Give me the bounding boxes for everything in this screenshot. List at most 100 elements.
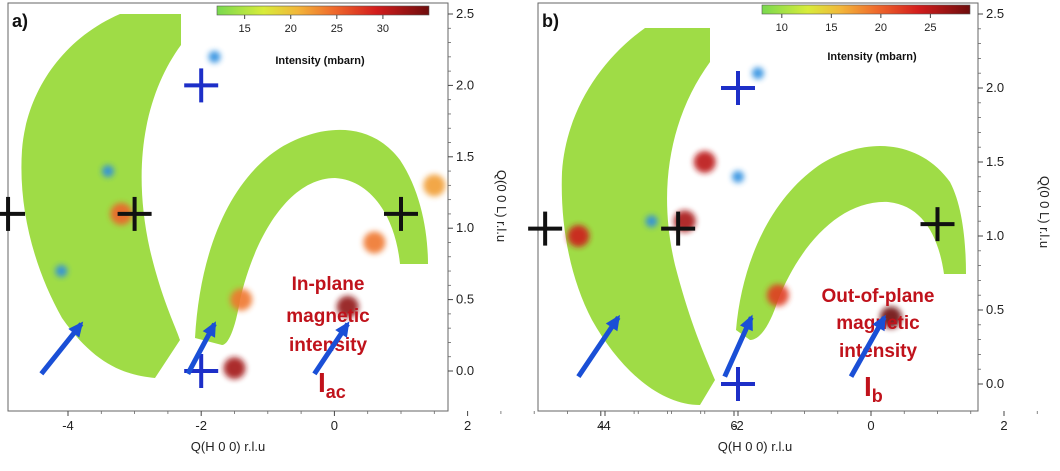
panel-a-x-label: Q(H 0 0) r.l.u bbox=[191, 439, 265, 454]
y-tick-label: 1.0 bbox=[456, 220, 474, 235]
y-tick-label: 2.0 bbox=[986, 80, 1004, 95]
arrow-head bbox=[872, 314, 886, 332]
black-cross bbox=[528, 211, 563, 246]
y-tick-label: 0.0 bbox=[456, 363, 474, 378]
arrow-head bbox=[605, 314, 620, 332]
x-tick-label: -2 bbox=[195, 418, 207, 433]
heat-spot bbox=[766, 284, 789, 307]
x-tick-label: 0 bbox=[331, 418, 338, 433]
heat-spot bbox=[423, 174, 446, 197]
panel-b-left-region bbox=[561, 28, 715, 405]
panel-a-colorbar-ticks: 15 20 25 30 bbox=[239, 15, 389, 35]
x-tick-label: -4 bbox=[599, 418, 611, 433]
heat-spot bbox=[567, 225, 590, 247]
black-cross bbox=[920, 207, 955, 242]
arrow-head bbox=[739, 314, 753, 332]
cold-spot bbox=[732, 170, 744, 183]
heat-spot bbox=[879, 306, 902, 329]
panel-b-colorbar-label: Intensity (mbarn) bbox=[827, 51, 917, 63]
panel-a-left-region bbox=[21, 14, 181, 378]
panel-b-x-axis: -4 -2 0 2 4 6 bbox=[599, 411, 1038, 433]
panel-a-colorbar-label: Intensity (mbarn) bbox=[275, 55, 365, 67]
colorbar-tick-label: 10 bbox=[776, 22, 788, 34]
panel-a-spots bbox=[55, 50, 446, 380]
y-tick-label: 2.0 bbox=[456, 77, 474, 92]
heat-spot bbox=[693, 151, 716, 173]
panel-a-y-axis: 0.0 0.5 1.0 1.5 2.0 2.5 bbox=[448, 6, 474, 378]
panel-b-annotation-line-1: Out-of-plane bbox=[822, 286, 935, 307]
panel-b-x-label: Q(H 0 0) r.l.u bbox=[718, 439, 792, 454]
x-tick-label: -2 bbox=[732, 418, 744, 433]
panel-a-annotation-line-3: intensity bbox=[289, 335, 368, 356]
black-cross bbox=[661, 211, 696, 246]
y-tick-label: 2.5 bbox=[456, 6, 474, 21]
arrow bbox=[848, 314, 887, 378]
panel-a-colorbar-bar bbox=[216, 5, 430, 16]
panel-b-y-axis: 0.0 0.5 1.0 1.5 2.0 2.5 bbox=[978, 6, 1004, 391]
y-tick-label: 1.0 bbox=[986, 228, 1004, 243]
arrow bbox=[39, 321, 84, 376]
x-tick-label: 2 bbox=[464, 418, 471, 433]
panel-a-colorbar: 15 20 25 30 Intensity (mbarn) bbox=[216, 5, 430, 67]
panel-a-y-label: Q(0 0 L) r.l.u bbox=[494, 170, 509, 242]
colorbar-tick-label: 15 bbox=[239, 23, 251, 35]
arrow-head bbox=[202, 321, 216, 338]
panel-a: 15 20 25 30 Intensity (mbarn) a) In-plane m… bbox=[0, 2, 738, 454]
colorbar-tick-label: 30 bbox=[377, 23, 389, 35]
colorbar-tick-label: 20 bbox=[875, 22, 887, 34]
black-cross bbox=[384, 196, 418, 231]
y-tick-label: 1.5 bbox=[986, 154, 1004, 169]
heat-spot bbox=[230, 288, 253, 311]
blue-cross bbox=[184, 68, 219, 103]
cold-spot bbox=[208, 50, 221, 63]
heat-spot bbox=[363, 231, 386, 254]
arrow bbox=[722, 314, 754, 378]
arrow-head bbox=[335, 321, 350, 338]
x-tick-label: 2 bbox=[1000, 418, 1007, 433]
panel-a-label: a) bbox=[12, 11, 28, 31]
panel-a-symbol-main: I bbox=[318, 367, 326, 398]
panel-b-annotation-line-3: intensity bbox=[839, 341, 918, 362]
arrow-head bbox=[68, 321, 84, 338]
arrow bbox=[312, 321, 350, 376]
heat-spot bbox=[223, 357, 246, 380]
panel-b-markers bbox=[528, 71, 955, 401]
y-tick-label: 2.5 bbox=[986, 6, 1004, 21]
blue-cross bbox=[721, 71, 755, 105]
panel-a-annotation-line-1: In-plane bbox=[292, 274, 365, 295]
panel-b-symbol-main: I bbox=[864, 371, 872, 402]
x-tick-label: 0 bbox=[867, 418, 874, 433]
x-tick-label: 6 bbox=[730, 418, 737, 433]
panel-a-symbol: Iac bbox=[318, 367, 346, 402]
arrow bbox=[576, 314, 621, 378]
black-cross bbox=[117, 196, 152, 231]
panel-a-annotation: In-plane magnetic intensity Iac bbox=[286, 274, 370, 402]
cold-spot bbox=[55, 265, 68, 278]
panel-b-colorbar-bar bbox=[761, 4, 971, 15]
panel-b-symbol: Ib bbox=[864, 371, 883, 406]
blue-cross bbox=[721, 367, 755, 401]
panel-a-symbol-sub: ac bbox=[326, 382, 346, 402]
colorbar-tick-label: 25 bbox=[924, 22, 936, 34]
arrow bbox=[185, 321, 217, 376]
cold-spot bbox=[645, 215, 658, 228]
y-tick-label: 0.5 bbox=[986, 302, 1004, 317]
heat-spot bbox=[336, 295, 359, 318]
panel-b-colorbar-ticks: 10 15 20 25 bbox=[776, 14, 937, 34]
panel-b-map bbox=[561, 28, 966, 405]
panel-a-x-axis: -4 -2 0 2 4 6 bbox=[62, 411, 738, 433]
panel-b-symbol-sub: b bbox=[872, 386, 883, 406]
colorbar-tick-label: 20 bbox=[285, 23, 297, 35]
panel-a-markers bbox=[0, 68, 418, 388]
y-tick-label: 0.0 bbox=[986, 376, 1004, 391]
panel-b-y-label: Q(0 0 L) r.l.u bbox=[1037, 176, 1052, 248]
y-tick-label: 1.5 bbox=[456, 149, 474, 164]
x-tick-label: -4 bbox=[62, 418, 74, 433]
cold-spot bbox=[751, 67, 764, 80]
panel-a-map bbox=[21, 14, 446, 380]
y-tick-label: 0.5 bbox=[456, 292, 474, 307]
panel-b-colorbar: 10 15 20 25 Intensity (mbarn) bbox=[761, 4, 971, 63]
panel-b-label: b) bbox=[542, 11, 559, 31]
x-tick-label: 4 bbox=[597, 418, 604, 433]
